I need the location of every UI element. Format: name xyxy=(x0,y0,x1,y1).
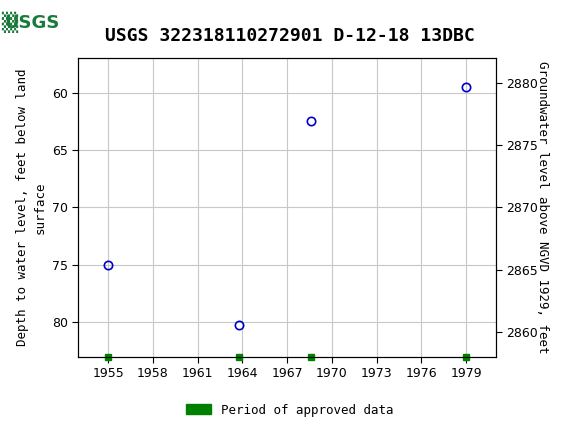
FancyBboxPatch shape xyxy=(3,3,67,42)
Y-axis label: Groundwater level above NGVD 1929, feet: Groundwater level above NGVD 1929, feet xyxy=(536,61,549,354)
Text: ▒: ▒ xyxy=(1,12,17,33)
Y-axis label: Depth to water level, feet below land
surface: Depth to water level, feet below land su… xyxy=(16,69,46,346)
Legend: Period of approved data: Period of approved data xyxy=(181,399,399,421)
Text: USGS: USGS xyxy=(5,14,60,31)
Text: USGS 322318110272901 D-12-18 13DBC: USGS 322318110272901 D-12-18 13DBC xyxy=(105,27,475,45)
